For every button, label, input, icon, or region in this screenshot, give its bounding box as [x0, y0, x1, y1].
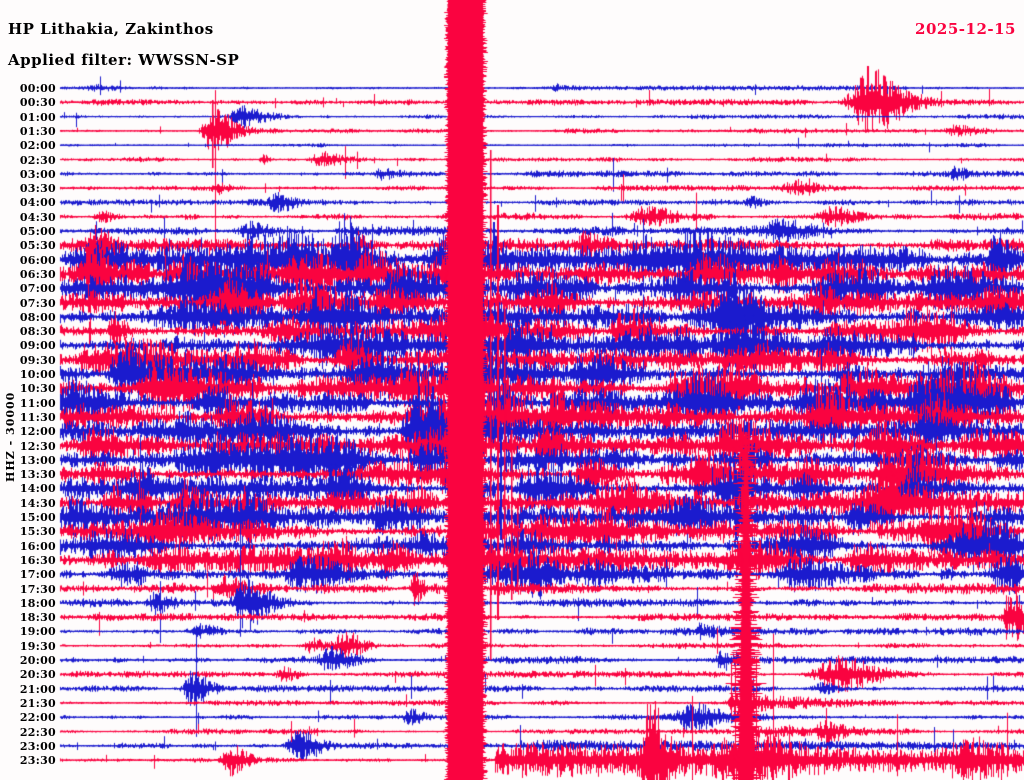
- time-label-08:00: 08:00: [19, 310, 56, 324]
- time-label-19:00: 19:00: [19, 625, 56, 639]
- time-label-19:30: 19:30: [19, 639, 56, 653]
- time-label-12:30: 12:30: [19, 439, 56, 453]
- time-label-13:00: 13:00: [19, 453, 56, 467]
- time-label-11:00: 11:00: [19, 396, 56, 410]
- time-label-22:00: 22:00: [19, 711, 56, 725]
- time-label-12:00: 12:00: [19, 425, 56, 439]
- time-label-02:30: 02:30: [19, 153, 56, 167]
- time-label-17:00: 17:00: [19, 568, 56, 582]
- time-label-03:00: 03:00: [19, 167, 56, 181]
- time-label-14:30: 14:30: [19, 496, 56, 510]
- applied-filter-label: Applied filter: WWSSN-SP: [8, 51, 240, 69]
- time-label-09:00: 09:00: [19, 339, 56, 353]
- time-label-05:30: 05:30: [19, 239, 56, 253]
- time-label-21:00: 21:00: [19, 682, 56, 696]
- time-label-09:30: 09:30: [19, 353, 56, 367]
- time-label-04:00: 04:00: [19, 196, 56, 210]
- time-label-18:30: 18:30: [19, 611, 56, 625]
- time-label-06:00: 06:00: [19, 253, 56, 267]
- time-label-07:30: 07:30: [19, 296, 56, 310]
- time-label-01:30: 01:30: [19, 124, 56, 138]
- time-label-05:00: 05:00: [19, 225, 56, 238]
- time-label-11:30: 11:30: [19, 410, 56, 424]
- time-label-17:30: 17:30: [19, 582, 56, 596]
- time-label-23:00: 23:00: [19, 739, 56, 753]
- time-label-15:30: 15:30: [19, 525, 56, 539]
- time-label-22:30: 22:30: [19, 725, 56, 739]
- time-label-20:30: 20:30: [19, 668, 56, 682]
- time-label-06:30: 06:30: [19, 267, 56, 281]
- time-label-08:30: 08:30: [19, 325, 56, 339]
- time-label-13:30: 13:30: [19, 468, 56, 482]
- time-label-14:00: 14:00: [19, 482, 56, 496]
- time-label-18:00: 18:00: [19, 596, 56, 610]
- time-label-00:30: 00:30: [19, 96, 56, 110]
- time-label-03:30: 03:30: [19, 182, 56, 196]
- time-label-01:00: 01:00: [19, 110, 56, 124]
- time-label-16:00: 16:00: [19, 539, 56, 553]
- date-label: 2025-12-15: [915, 20, 1016, 38]
- time-label-00:00: 00:00: [19, 82, 56, 95]
- time-label-04:30: 04:30: [19, 210, 56, 224]
- time-label-21:30: 21:30: [19, 696, 56, 710]
- time-label-07:00: 07:00: [19, 282, 56, 296]
- time-label-20:00: 20:00: [19, 654, 56, 667]
- time-label-23:30: 23:30: [19, 754, 56, 768]
- time-label-15:00: 15:00: [19, 511, 56, 524]
- time-label-02:00: 02:00: [19, 139, 56, 153]
- time-label-16:30: 16:30: [19, 553, 56, 567]
- station-title: HP Lithakia, Zakinthos: [8, 20, 214, 38]
- time-label-10:00: 10:00: [19, 368, 56, 381]
- time-label-10:30: 10:30: [19, 382, 56, 396]
